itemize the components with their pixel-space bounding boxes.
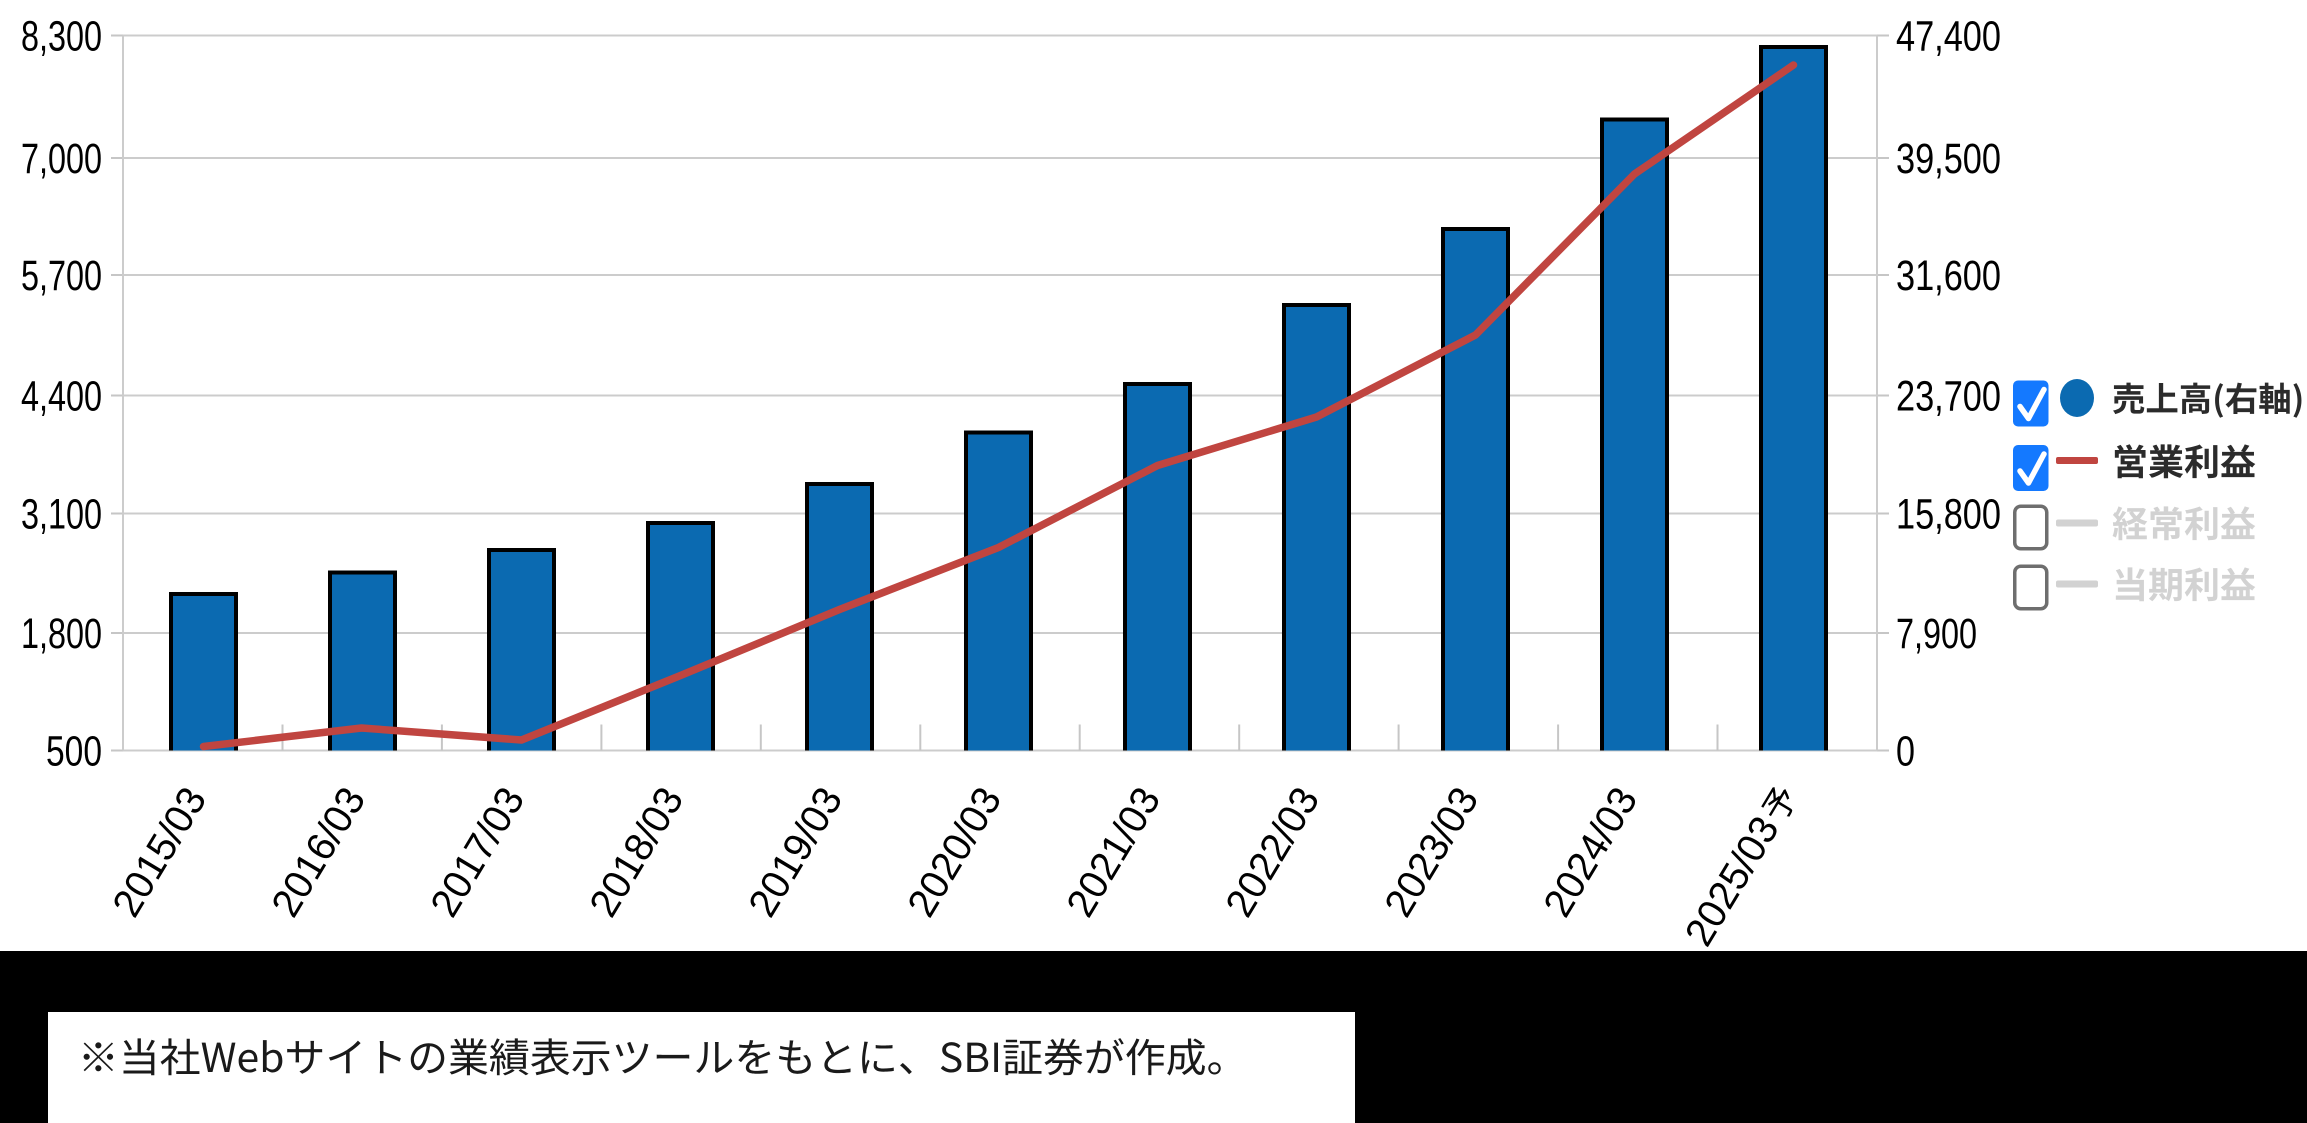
svg-text:4,400: 4,400 bbox=[21, 373, 102, 421]
svg-text:1,800: 1,800 bbox=[21, 610, 102, 658]
svg-text:31,600: 31,600 bbox=[1896, 252, 2001, 300]
svg-text:23,700: 23,700 bbox=[1896, 373, 2001, 421]
svg-text:47,400: 47,400 bbox=[1896, 13, 2001, 61]
svg-text:15,800: 15,800 bbox=[1896, 491, 2001, 539]
svg-text:0: 0 bbox=[1896, 728, 1915, 776]
svg-text:7,900: 7,900 bbox=[1896, 610, 1977, 658]
svg-text:8,300: 8,300 bbox=[21, 13, 102, 61]
svg-text:500: 500 bbox=[46, 728, 102, 776]
svg-text:3,100: 3,100 bbox=[21, 491, 102, 539]
svg-text:39,500: 39,500 bbox=[1896, 135, 2001, 183]
svg-text:5,700: 5,700 bbox=[21, 252, 102, 300]
svg-text:7,000: 7,000 bbox=[21, 135, 102, 183]
